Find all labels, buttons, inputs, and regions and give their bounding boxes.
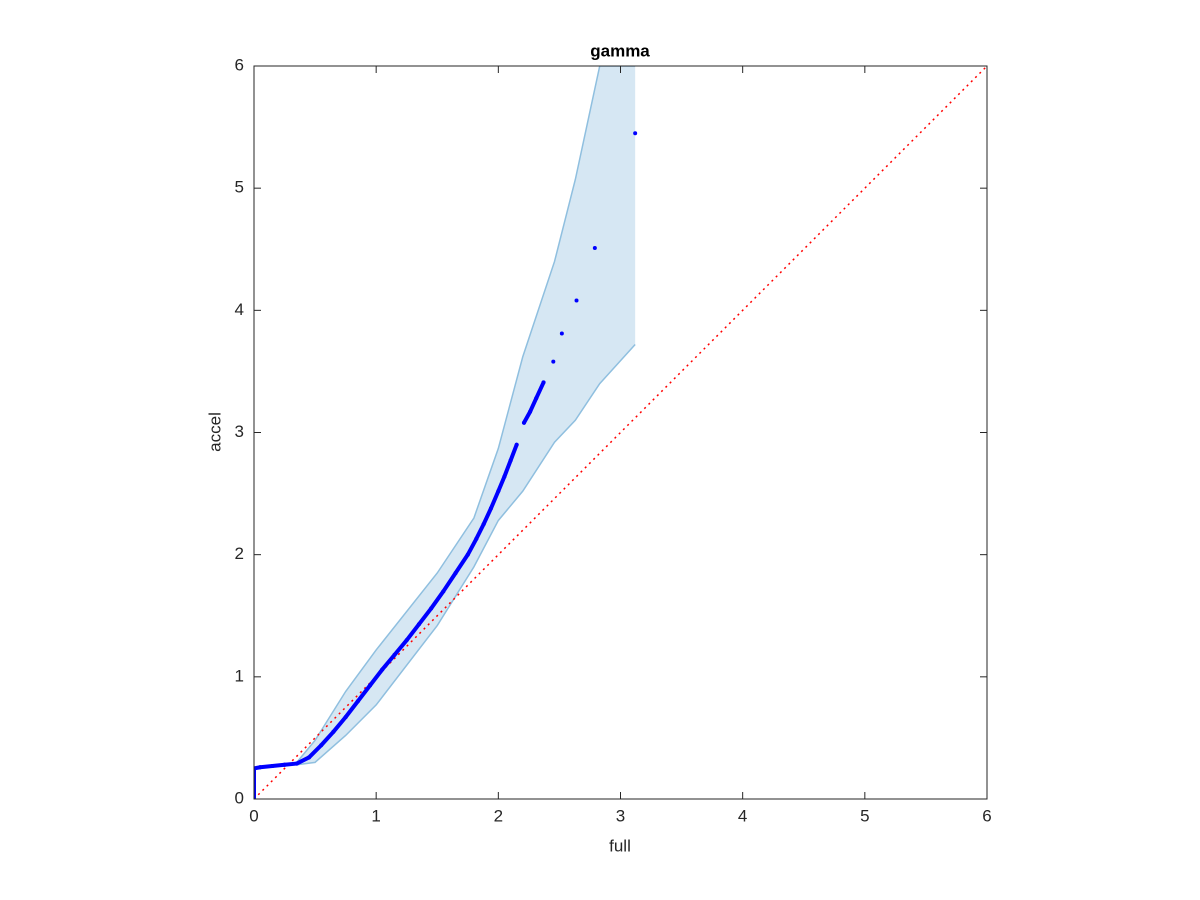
data-point — [441, 589, 446, 594]
point-trace — [270, 762, 287, 769]
data-point — [551, 359, 556, 364]
data-point — [528, 409, 533, 414]
data-point — [392, 652, 397, 657]
x-tick-label: 4 — [738, 806, 747, 825]
data-point — [559, 331, 564, 336]
point-trace — [474, 522, 486, 541]
point-trace — [465, 536, 479, 557]
data-point — [592, 246, 597, 251]
point-trace — [319, 729, 336, 748]
data-point — [481, 522, 486, 527]
point-trace — [294, 755, 311, 766]
y-tick-label: 5 — [235, 178, 244, 197]
data-point — [429, 606, 434, 611]
data-point — [496, 489, 501, 494]
data-point — [574, 298, 579, 303]
band-edge — [296, 344, 636, 766]
data-point — [465, 552, 470, 557]
data-point — [343, 715, 348, 720]
data-point — [534, 396, 539, 401]
point-trace — [343, 699, 360, 720]
point-trace — [441, 570, 458, 594]
data-point — [282, 762, 287, 767]
chart-title: gamma — [590, 41, 650, 60]
confidence-band — [296, 66, 636, 765]
data-point — [453, 570, 458, 575]
data-point — [514, 442, 519, 447]
point-trace — [258, 764, 275, 770]
point-trace — [404, 622, 421, 643]
point-trace — [496, 474, 507, 494]
point-trace — [306, 743, 324, 760]
y-tick-label: 4 — [235, 300, 244, 319]
data-point — [502, 474, 507, 479]
x-tick-label: 1 — [371, 806, 380, 825]
y-tick-label: 0 — [235, 788, 244, 807]
data-point — [541, 380, 546, 385]
data-point — [258, 765, 263, 770]
data-point — [306, 755, 311, 760]
point-trace — [481, 506, 494, 527]
y-axis-label: accel — [205, 412, 224, 452]
data-point — [355, 699, 360, 704]
data-point — [319, 743, 324, 748]
x-tick-label: 3 — [616, 806, 625, 825]
point-trace — [508, 442, 519, 463]
data-point — [474, 536, 479, 541]
data-point — [416, 622, 421, 627]
data-point — [270, 764, 275, 769]
x-axis-label: full — [609, 836, 631, 855]
data-point — [521, 420, 526, 425]
data-point — [294, 761, 299, 766]
x-tick-label: 6 — [982, 806, 991, 825]
y-tick-label: 1 — [235, 666, 244, 685]
data-point — [489, 506, 494, 511]
x-tick-label: 0 — [249, 806, 258, 825]
data-point — [404, 638, 409, 643]
x-tick-label: 5 — [860, 806, 869, 825]
plot-area — [254, 66, 987, 799]
point-trace — [528, 396, 539, 414]
point-trace — [416, 606, 434, 627]
point-trace — [368, 667, 385, 688]
data-point — [508, 458, 513, 463]
point-trace — [489, 489, 501, 511]
data-point — [331, 729, 336, 734]
point-trace — [502, 458, 513, 479]
band-edge — [296, 66, 636, 763]
data-point — [633, 131, 638, 136]
point-trace — [521, 409, 533, 425]
x-tick-label: 2 — [494, 806, 503, 825]
point-trace — [392, 638, 409, 657]
point-trace — [282, 761, 299, 767]
point-trace — [331, 715, 348, 734]
data-point — [380, 667, 385, 672]
y-tick-label: 2 — [235, 544, 244, 563]
point-trace — [534, 380, 546, 401]
y-tick-label: 6 — [235, 55, 244, 74]
point-trace — [453, 552, 470, 575]
point-trace — [380, 652, 397, 672]
data-point — [368, 683, 373, 688]
y-tick-label: 3 — [235, 422, 244, 441]
point-trace — [355, 683, 373, 704]
point-trace — [429, 589, 446, 611]
